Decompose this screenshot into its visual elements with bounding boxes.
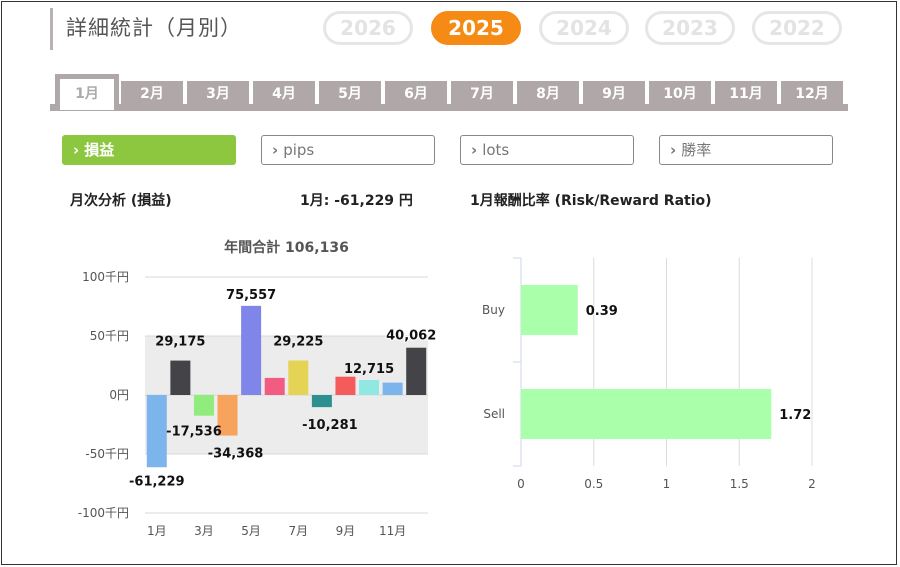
month-summary-value: 1月: -61,229 円 [300,193,413,209]
year-pill-2024[interactable]: 2024 [539,11,629,45]
metric-button-label: 損益 [84,141,115,159]
tab-month-2[interactable]: 2月 [121,81,183,105]
year-pill-2023[interactable]: 2023 [645,11,735,45]
chevron-right-icon: › [471,141,478,159]
tab-month-7[interactable]: 7月 [451,81,513,105]
metric-button-lots[interactable]: › lots [460,135,634,165]
year-pill-2025[interactable]: 2025 [431,11,521,45]
chevron-right-icon: › [670,141,677,159]
metric-button-label: 勝率 [681,141,712,159]
metric-button-winrate[interactable]: › 勝率 [659,135,833,165]
chevron-right-icon: › [73,141,80,159]
tab-month-4[interactable]: 4月 [253,81,315,105]
tab-month-8[interactable]: 8月 [517,81,579,105]
tab-month-10[interactable]: 10月 [649,81,711,105]
tab-month-6[interactable]: 6月 [385,81,447,105]
tab-month-1[interactable]: 1月 [55,74,119,110]
year-pill-2026[interactable]: 2026 [323,11,413,45]
metric-button-label: pips [283,141,315,159]
metric-button-label: lots [482,141,510,159]
metric-button-profit[interactable]: › 損益 [62,135,236,165]
year-pill-2022[interactable]: 2022 [752,11,842,45]
tab-baseline [50,104,848,111]
metric-button-pips[interactable]: › pips [261,135,435,165]
tab-month-12[interactable]: 12月 [781,81,843,105]
monthly-analysis-title: 月次分析 (損益) [70,193,172,209]
rr-ratio-title: 1月報酬比率 (Risk/Reward Ratio) [470,193,712,209]
tab-month-11[interactable]: 11月 [715,81,777,105]
chevron-right-icon: › [272,141,279,159]
tab-month-5[interactable]: 5月 [319,81,381,105]
title-accent-bar [50,8,53,50]
page-title: 詳細統計（月別） [66,16,242,40]
tab-month-3[interactable]: 3月 [187,81,249,105]
tab-month-9[interactable]: 9月 [583,81,645,105]
month-tabs: 1月 2月 3月 4月 5月 6月 7月 8月 9月 10月 11月 12月 [50,74,848,112]
